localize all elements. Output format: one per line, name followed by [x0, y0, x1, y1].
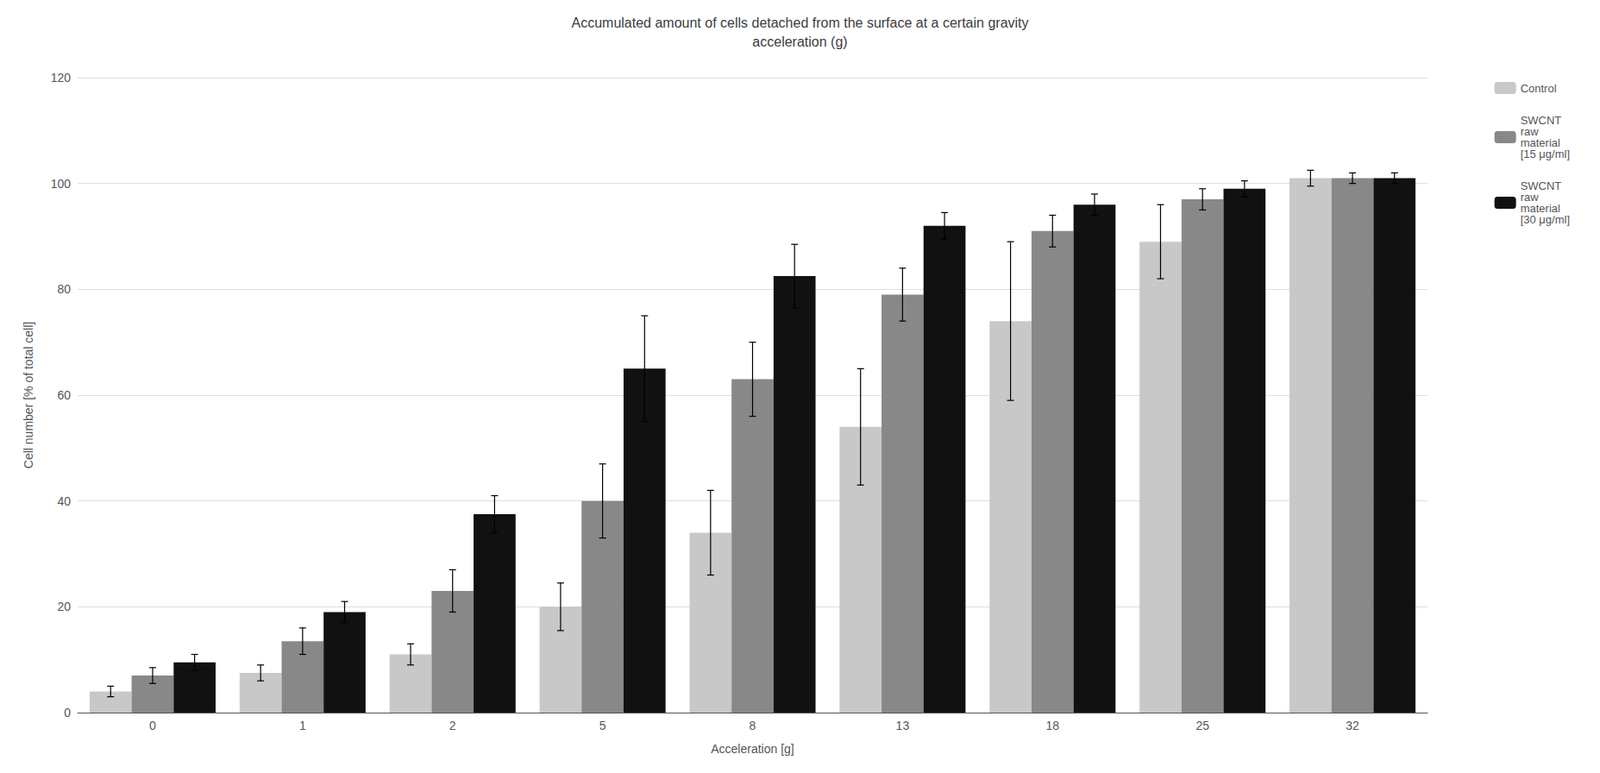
svg-text:1: 1 — [299, 718, 307, 733]
svg-text:Acceleration [g]: Acceleration [g] — [710, 741, 795, 756]
svg-text:Control: Control — [1520, 81, 1557, 95]
svg-text:Cell number [% of total cell]: Cell number [% of total cell] — [21, 321, 36, 469]
svg-text:13: 13 — [896, 718, 910, 733]
svg-text:60: 60 — [56, 388, 71, 402]
svg-text:2: 2 — [449, 718, 457, 733]
svg-text:raw: raw — [1520, 190, 1539, 204]
svg-text:SWCNT: SWCNT — [1520, 179, 1562, 193]
svg-text:[15 μg/ml]: [15 μg/ml] — [1520, 147, 1570, 161]
svg-text:acceleration (g): acceleration (g) — [752, 34, 848, 50]
svg-text:40: 40 — [56, 494, 71, 509]
svg-text:32: 32 — [1345, 718, 1360, 733]
svg-text:material: material — [1520, 201, 1561, 215]
svg-text:[30 μg/ml]: [30 μg/ml] — [1520, 213, 1570, 226]
svg-text:0: 0 — [63, 705, 71, 720]
svg-text:5: 5 — [599, 718, 607, 733]
svg-text:8: 8 — [749, 718, 757, 733]
svg-text:material: material — [1520, 136, 1561, 150]
svg-text:SWCNT: SWCNT — [1520, 113, 1562, 127]
svg-text:18: 18 — [1045, 718, 1060, 733]
svg-text:0: 0 — [149, 718, 157, 733]
svg-text:100: 100 — [50, 176, 72, 191]
svg-text:20: 20 — [56, 599, 71, 614]
svg-text:Accumulated amount of cells de: Accumulated amount of cells detached fro… — [570, 15, 1029, 31]
svg-text:120: 120 — [50, 70, 72, 85]
svg-text:25: 25 — [1195, 718, 1210, 733]
svg-text:raw: raw — [1520, 125, 1539, 139]
svg-text:80: 80 — [56, 282, 71, 296]
